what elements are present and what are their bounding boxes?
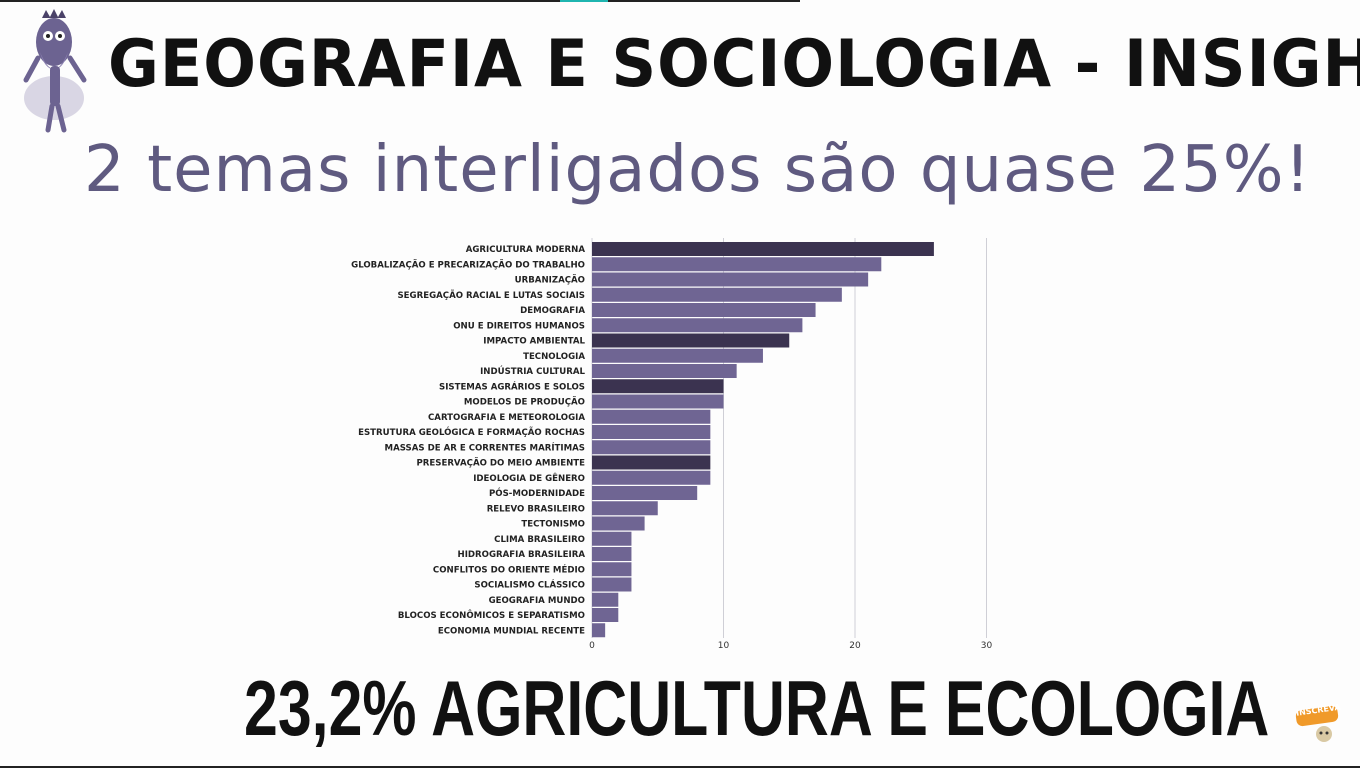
- bar: [592, 547, 632, 561]
- bar: [592, 455, 711, 470]
- category-label: ONU E DIREITOS HUMANOS: [453, 321, 585, 331]
- category-label: SEGREGAÇÃO RACIAL E LUTAS SOCIAIS: [397, 290, 585, 301]
- bar: [592, 531, 632, 546]
- owl-mascot-icon: [23, 9, 87, 133]
- category-label: DEMOGRAFIA: [520, 306, 585, 316]
- bar: [592, 348, 763, 363]
- category-label: TECTONISMO: [521, 520, 585, 530]
- bar: [592, 486, 698, 500]
- category-label: BLOCOS ECONÔMICOS E SEPARATISMO: [398, 609, 585, 621]
- category-label: SOCIALISMO CLÁSSICO: [474, 579, 585, 591]
- page-subtitle: 2 temas interligados são quase 25%!: [84, 133, 1312, 207]
- bar: [592, 287, 842, 302]
- page-title: GEOGRAFIA E SOCIOLOGIA - INSIGHT 16: [108, 25, 1360, 102]
- bar: [592, 470, 711, 485]
- category-label: TECNOLOGIA: [523, 352, 585, 362]
- category-label: AGRICULTURA MODERNA: [466, 245, 586, 255]
- bar: [592, 333, 790, 348]
- bar: [592, 257, 882, 272]
- footer-headline: 23,2% AGRICULTURA E ECOLOGIA: [244, 664, 1270, 752]
- bar: [592, 592, 619, 607]
- video-progress-accent: [560, 0, 608, 2]
- bar: [592, 394, 724, 409]
- category-label: CARTOGRAFIA E METEOROLOGIA: [428, 413, 585, 423]
- x-tick-label: 30: [981, 641, 993, 651]
- bar: [592, 242, 934, 256]
- category-label: IDEOLOGIA DE GÊNERO: [473, 472, 585, 484]
- x-tick-label: 10: [718, 641, 730, 651]
- category-label: RELEVO BRASILEIRO: [487, 504, 585, 514]
- topic-frequency-bar-chart: 0 10 20 30 AGRICULTURA MODERNA GLOBALIZAÇÃO E…: [351, 238, 993, 651]
- bar: [592, 562, 632, 577]
- category-label: IMPACTO AMBIENTAL: [483, 337, 585, 347]
- top-border-line-right: [608, 0, 800, 2]
- category-label: GLOBALIZAÇÃO E PRECARIZAÇÃO DO TRABALHO: [351, 259, 585, 270]
- bar: [592, 272, 869, 287]
- bar: [592, 379, 724, 394]
- category-label: MODELOS DE PRODUÇÃO: [464, 397, 585, 408]
- category-label: MASSAS DE AR E CORRENTES MARÍTIMAS: [385, 441, 585, 453]
- category-label: GEOGRAFIA MUNDO: [489, 596, 585, 606]
- category-label: ESTRUTURA GEOLÓGICA E FORMAÇÃO ROCHAS: [358, 426, 585, 438]
- bar: [592, 516, 645, 531]
- category-label: CLIMA BRASILEIRO: [494, 535, 585, 545]
- category-label: URBANIZAÇÃO: [515, 275, 585, 286]
- category-label: PRESERVAÇÃO DO MEIO AMBIENTE: [416, 458, 585, 469]
- bar: [592, 364, 737, 378]
- bar: [592, 577, 632, 592]
- subscribe-badge-icon[interactable]: [1294, 704, 1340, 744]
- bottom-border-line: [0, 766, 1360, 768]
- bar: [592, 440, 711, 455]
- category-label: SISTEMAS AGRÁRIOS E SOLOS: [439, 380, 585, 392]
- category-label: ECONOMIA MUNDIAL RECENTE: [438, 626, 585, 636]
- bar: [592, 623, 606, 638]
- category-label: INDÚSTRIA CULTURAL: [480, 365, 585, 377]
- bar: [592, 318, 803, 333]
- bar: [592, 425, 711, 439]
- bar: [592, 409, 711, 424]
- top-border-line: [0, 0, 560, 2]
- bar: [592, 501, 658, 516]
- x-tick-label: 0: [589, 641, 595, 651]
- category-label: CONFLITOS DO ORIENTE MÉDIO: [433, 563, 585, 575]
- bar: [592, 303, 816, 317]
- category-label: HIDROGRAFIA BRASILEIRA: [458, 550, 586, 560]
- bar: [592, 608, 619, 622]
- x-tick-label: 20: [849, 641, 861, 651]
- category-label: PÓS-MODERNIDADE: [489, 487, 585, 499]
